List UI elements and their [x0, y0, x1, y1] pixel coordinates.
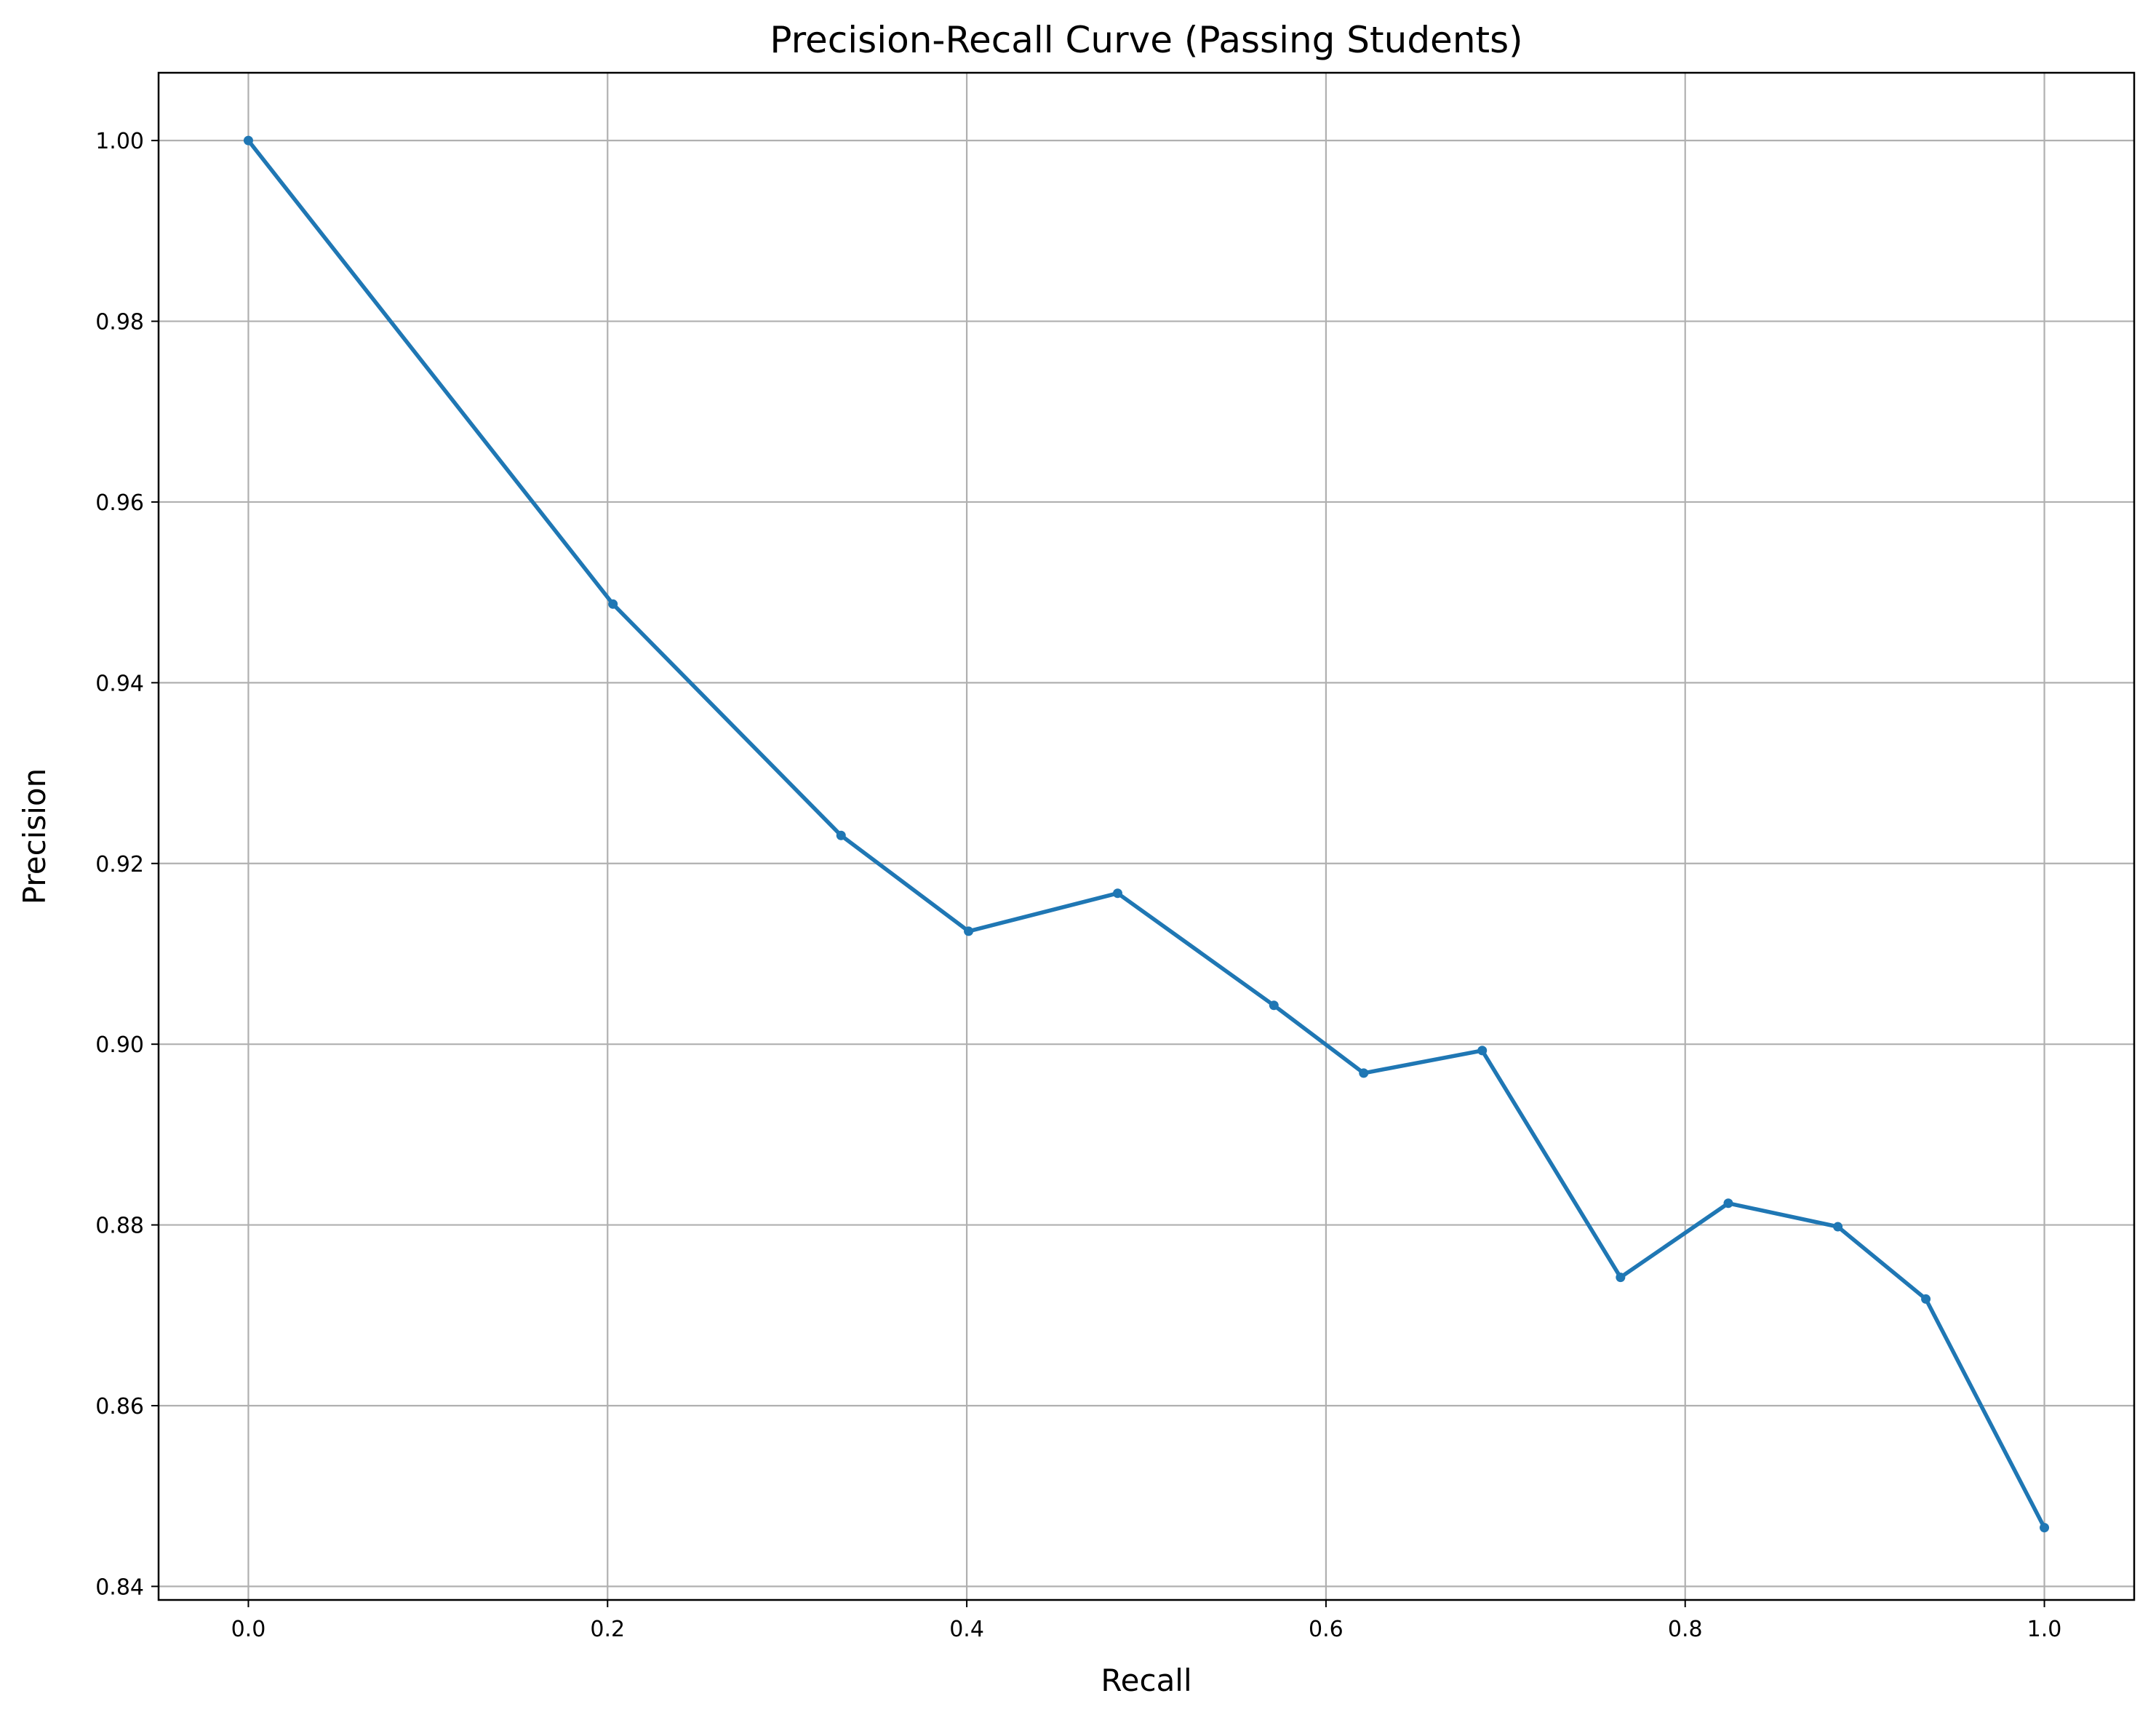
y-tick-label: 0.84: [95, 1574, 144, 1600]
data-point: [608, 599, 618, 609]
y-tick-label: 0.96: [95, 490, 144, 516]
y-tick-label: 1.00: [95, 129, 144, 154]
data-point: [1477, 1046, 1488, 1056]
data-point: [1359, 1068, 1369, 1078]
y-tick-label: 0.92: [95, 852, 144, 877]
y-tick-label: 0.88: [95, 1214, 144, 1239]
y-axis-ticks: 0.84 0.86 0.88 0.90 0.92 0.94 0.96 0.98 1.00: [95, 129, 159, 1600]
data-point: [1723, 1198, 1733, 1209]
x-tick-label: 0.0: [231, 1617, 266, 1642]
data-point: [1269, 1000, 1279, 1011]
x-tick-label: 0.8: [1668, 1617, 1703, 1642]
chart-title: Precision-Recall Curve (Passing Students…: [770, 19, 1522, 61]
data-point: [2040, 1523, 2050, 1533]
y-axis-label: Precision: [17, 768, 52, 904]
data-point: [1112, 888, 1122, 899]
x-tick-label: 1.0: [2027, 1617, 2062, 1642]
x-tick-label: 0.2: [590, 1617, 625, 1642]
y-tick-label: 0.90: [95, 1032, 144, 1058]
y-tick-label: 0.94: [95, 671, 144, 696]
data-point: [243, 135, 253, 146]
x-tick-label: 0.6: [1309, 1617, 1343, 1642]
x-axis-label: Recall: [1101, 1663, 1191, 1698]
y-tick-label: 0.86: [95, 1394, 144, 1420]
data-point: [1833, 1222, 1843, 1232]
y-tick-label: 0.98: [95, 310, 144, 335]
x-axis-ticks: 0.0 0.2 0.4 0.6 0.8 1.0: [231, 1600, 2062, 1642]
data-point: [1616, 1273, 1626, 1283]
axes-frame: [157, 71, 2136, 1601]
x-tick-label: 0.4: [949, 1617, 984, 1642]
data-point: [836, 830, 846, 840]
data-point: [964, 926, 974, 936]
grid: [159, 73, 2134, 1600]
data-point: [1921, 1294, 1931, 1304]
series-precision-recall: [243, 135, 2050, 1533]
